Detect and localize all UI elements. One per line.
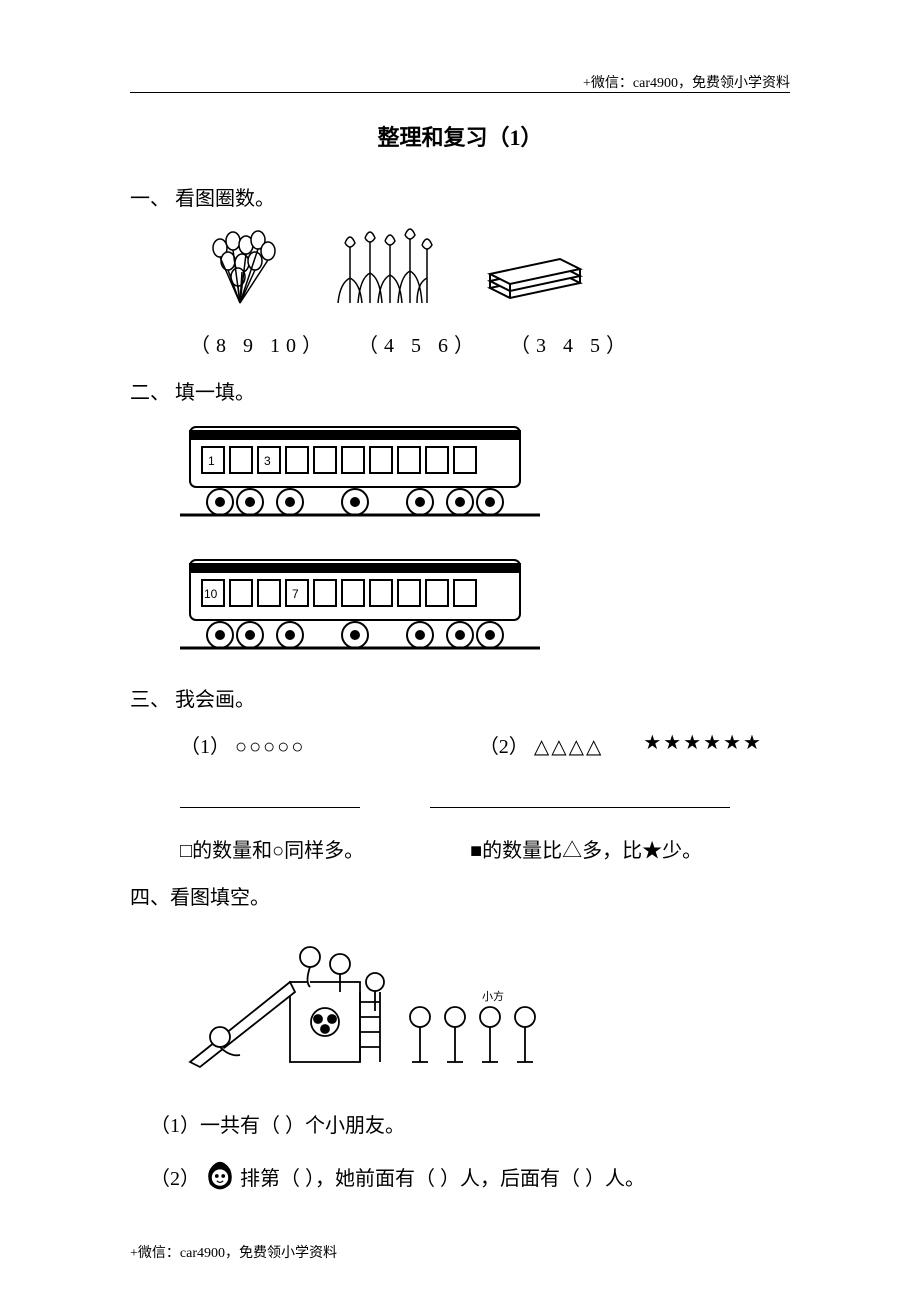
q3-text-2: ■的数量比△多，比★少。: [470, 834, 702, 863]
train2-num-2: 7: [292, 587, 299, 601]
xiaofang-label: 小方: [482, 989, 504, 1003]
q3-stars: ★★★★★★: [643, 730, 763, 759]
books-icon: [480, 243, 590, 313]
q4-line2-prefix: （2）: [150, 1162, 200, 1191]
q4-image: 小方: [170, 922, 790, 1087]
q3-blank-2[interactable]: [430, 787, 730, 808]
tulips-icon: [330, 223, 440, 313]
q2-trains: 1 3 10 7: [180, 417, 790, 665]
train1-num-1: 1: [208, 454, 215, 468]
footer-note: +微信：car4900，免费领小学资料: [130, 1242, 337, 1262]
q3-blank-1[interactable]: [180, 787, 360, 808]
q1-opt-3: （3 4 5）: [510, 329, 632, 358]
q1-opt-1: （8 9 10）: [190, 329, 328, 358]
q4-line-2: （2） 排第（ ），她前面有（ ）人，后面有（ ）人。: [150, 1160, 790, 1192]
q3-triangles: △△△△: [534, 736, 604, 758]
slide-scene-icon: 小方: [170, 922, 570, 1082]
q3-text-1: □的数量和○同样多。: [180, 834, 410, 863]
q1-options: （8 9 10） （4 5 6） （3 4 5）: [190, 329, 790, 358]
q3-label: 三、 我会画。: [130, 683, 790, 712]
q1-images: [200, 223, 790, 313]
train1-num-2: 3: [264, 454, 271, 468]
train-1-icon: 1 3: [180, 417, 540, 527]
q3-p2-prefix: （2）: [479, 736, 529, 758]
q3-blanks: [180, 787, 790, 808]
page-title: 整理和复习（1）: [130, 120, 790, 152]
header-note: +微信：car4900，免费领小学资料: [583, 72, 790, 92]
balloons-icon: [200, 223, 290, 313]
q1-opt-2: （4 5 6）: [358, 329, 480, 358]
train-2-icon: 10 7: [180, 550, 540, 660]
q3-p1-prefix: （1）: [180, 736, 230, 758]
q4-line2-text: 排第（ ），她前面有（ ）人，后面有（ ）人。: [240, 1162, 645, 1191]
q4-label: 四、看图填空。: [130, 881, 790, 910]
train2-num-1: 10: [204, 587, 218, 601]
header-rule: [130, 92, 790, 93]
q4-line-1: （1）一共有（ ）个小朋友。: [150, 1109, 790, 1138]
q2-label: 二、 填一填。: [130, 376, 790, 405]
q1-label: 一、 看图圈数。: [130, 182, 790, 211]
girl-face-icon: [204, 1160, 236, 1192]
q3-circles: ○○○○○: [235, 736, 305, 758]
q3-shapes-row: （1） ○○○○○ （2） △△△△ ★★★★★★: [180, 730, 790, 759]
q3-text-row: □的数量和○同样多。 ■的数量比△多，比★少。: [180, 834, 790, 863]
